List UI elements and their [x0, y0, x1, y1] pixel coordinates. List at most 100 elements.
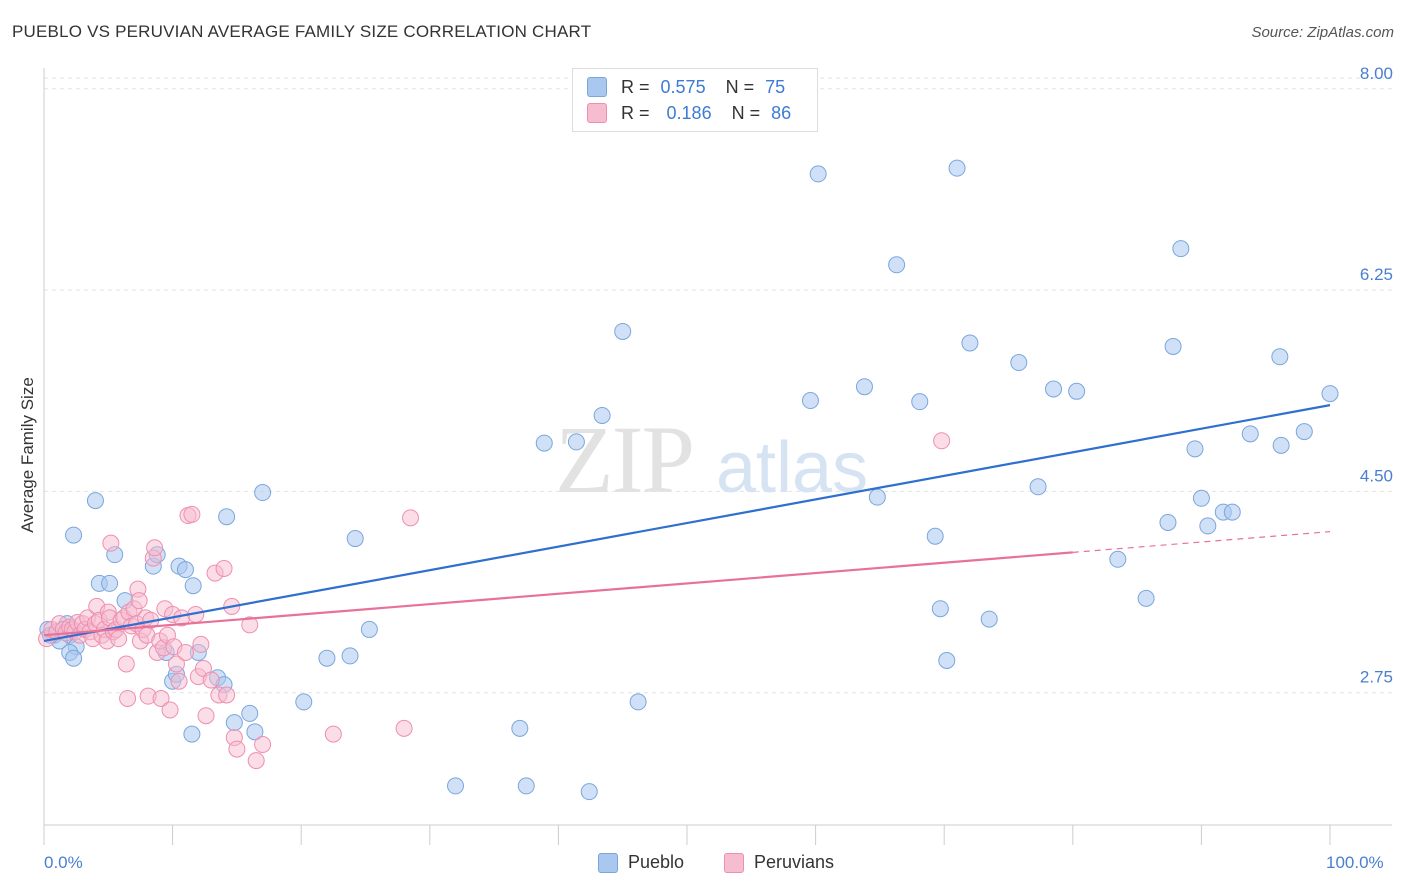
peruvian-point — [183, 505, 201, 523]
pueblo-point — [346, 530, 364, 548]
peruvian-point — [395, 719, 413, 737]
peruvian-point — [146, 539, 164, 557]
legend-pueblo-n-value: 75 — [765, 76, 786, 97]
pueblo-point — [580, 783, 598, 801]
grid-lines — [44, 77, 1392, 694]
pueblo-point — [1241, 425, 1259, 443]
pueblo-point — [809, 165, 827, 183]
peruvian-point — [152, 689, 170, 707]
pueblo-point — [1137, 589, 1155, 607]
peruvian-point — [197, 707, 215, 725]
pueblo-point — [86, 492, 104, 510]
pueblo-point — [961, 334, 979, 352]
pueblo-point — [801, 392, 819, 410]
bottom-legend-peruvians: Peruvians — [724, 852, 834, 873]
pueblo-point — [980, 610, 998, 628]
peruvian-point — [176, 643, 194, 661]
y-tick-label: 4.50 — [1360, 466, 1393, 485]
pueblo-point — [218, 508, 236, 526]
peruvian-point — [102, 534, 120, 552]
pueblo-point — [926, 527, 944, 545]
pueblo-point — [295, 693, 313, 711]
y-tick-label: 2.75 — [1360, 668, 1393, 687]
chart-title: PUEBLO VS PERUVIAN AVERAGE FAMILY SIZE C… — [12, 22, 592, 41]
pueblo-point — [1159, 513, 1177, 531]
pueblo-point — [1272, 436, 1290, 454]
peruvian-point — [202, 671, 220, 689]
legend-row-pueblo: R = 0.575 N = 75 — [587, 75, 785, 99]
pueblo-point — [1109, 550, 1127, 568]
x-axis-max-label: 100.0% — [1326, 853, 1384, 872]
pueblo-point — [183, 725, 201, 743]
legend-pueblo-r-value: 0.575 — [660, 76, 706, 97]
pueblo-point — [447, 777, 465, 795]
pueblo-point — [593, 406, 611, 424]
pueblo-point — [1029, 478, 1047, 496]
pueblo-point — [1068, 382, 1086, 400]
peruvian-trend-extension — [1072, 531, 1331, 553]
peruvian-trend-line — [43, 551, 1073, 637]
peruvian-point — [247, 752, 265, 770]
peruvian-point — [170, 672, 188, 690]
pueblo-point — [241, 704, 259, 722]
pueblo-point — [911, 393, 929, 411]
peruvian-point — [228, 740, 246, 758]
legend-pueblo-r-label: R = — [621, 76, 650, 97]
pueblo-point — [341, 647, 359, 665]
pueblo-point — [1172, 240, 1190, 258]
y-tick-labels: 2.75 4.50 6.25 8.00 — [1360, 64, 1393, 687]
pueblo-point — [1192, 489, 1210, 507]
peruvian-point — [241, 616, 259, 634]
pueblo-point — [1164, 337, 1182, 355]
legend-box: R = 0.575 N = 75 R = 0.186 N = 86 — [572, 68, 818, 132]
legend-peru-n-label: N = — [731, 102, 761, 123]
peruvian-point — [167, 655, 185, 673]
peruvian-point — [192, 635, 210, 653]
pueblo-point — [101, 574, 119, 592]
pueblo-point — [360, 620, 378, 638]
peruvian-point — [402, 509, 420, 527]
peruvian-point — [254, 735, 272, 753]
legend-peru-r-label: R = — [621, 102, 650, 123]
pueblo-point — [1199, 517, 1217, 535]
pueblo-point — [65, 649, 83, 667]
pueblo-point — [1045, 380, 1063, 398]
pueblo-point — [868, 488, 886, 506]
y-tick-label: 8.00 — [1360, 64, 1393, 83]
pueblo-point — [888, 256, 906, 274]
pueblo-point — [184, 577, 202, 595]
pueblo-point — [629, 693, 647, 711]
pueblo-point — [517, 777, 535, 795]
pueblo-point — [225, 714, 243, 732]
pueblo-point — [511, 719, 529, 737]
pueblo-point — [246, 723, 264, 741]
legend-peru-r-value: 0.186 — [666, 102, 712, 123]
bottom-legend-pueblo: Pueblo — [598, 852, 684, 873]
pueblo-point — [1271, 348, 1289, 366]
peruvian-point — [933, 432, 951, 450]
pueblo-point — [1295, 423, 1313, 441]
peruvian-point — [324, 725, 342, 743]
axes — [43, 68, 1392, 845]
watermark-atlas: atlas — [716, 428, 868, 508]
legend-row-peruvians: R = 0.186 N = 86 — [587, 101, 791, 125]
pueblo-trend-line — [43, 404, 1331, 643]
watermark: ZIP atlas — [555, 406, 868, 513]
bottom-legend-swatch-pueblo — [598, 852, 618, 873]
pueblo-point — [855, 378, 873, 396]
pueblo-point — [176, 561, 194, 579]
peruvian-point — [130, 592, 148, 610]
watermark-zip: ZIP — [555, 406, 693, 513]
source-label: Source: ZipAtlas.com — [1251, 24, 1394, 41]
peruvian-point — [215, 559, 233, 577]
pueblo-point — [318, 649, 336, 667]
peruvian-point — [119, 689, 137, 707]
pueblo-point — [938, 651, 956, 669]
legend-peru-n-value: 86 — [771, 102, 792, 123]
trend-lines — [43, 404, 1331, 643]
y-tick-label: 6.25 — [1360, 265, 1393, 284]
pueblo-point — [254, 484, 272, 502]
bottom-legend-peruvians-label: Peruvians — [754, 852, 835, 872]
bottom-legend-swatch-peruvians — [724, 852, 744, 873]
